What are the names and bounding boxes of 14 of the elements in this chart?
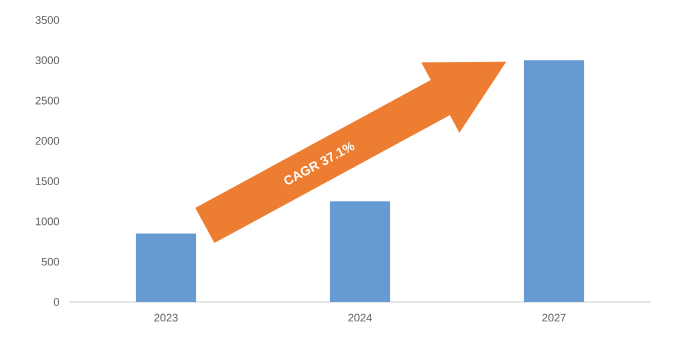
x-tick-label: 2027 xyxy=(542,314,566,322)
y-tick-label: 1000 xyxy=(36,218,60,226)
x-tick-label: 2024 xyxy=(348,314,372,322)
y-tick-label: 2500 xyxy=(36,96,60,104)
y-tick-label: 1500 xyxy=(36,177,60,186)
y-tick-label: 500 xyxy=(42,258,60,266)
y-tick-label: 3500 xyxy=(36,16,60,24)
y-tick-label: 3000 xyxy=(36,56,60,64)
y-tick-label: 2000 xyxy=(36,136,60,145)
bar xyxy=(524,60,584,302)
bar xyxy=(330,201,390,302)
bar xyxy=(136,234,196,302)
x-tick-label: 2023 xyxy=(154,314,178,322)
y-tick-label: 0 xyxy=(54,298,60,306)
